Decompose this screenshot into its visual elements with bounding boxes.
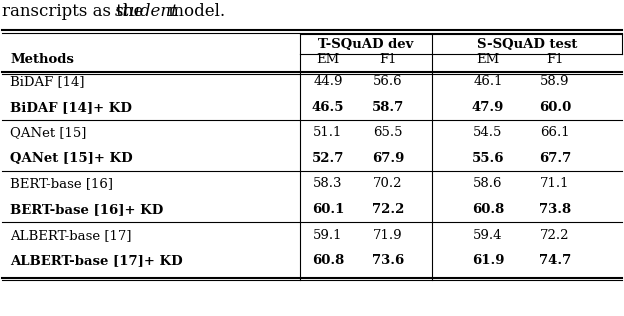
Text: 58.3: 58.3 <box>313 178 343 191</box>
Text: 59.4: 59.4 <box>473 229 503 242</box>
Text: EM: EM <box>476 53 500 66</box>
Text: 60.0: 60.0 <box>539 100 571 114</box>
Text: 72.2: 72.2 <box>540 229 570 242</box>
Text: BiDAF [14]: BiDAF [14] <box>10 75 84 88</box>
Text: 72.2: 72.2 <box>372 203 404 216</box>
Text: 67.7: 67.7 <box>539 152 571 165</box>
Text: ranscripts as the: ranscripts as the <box>2 3 149 21</box>
Text: student: student <box>115 3 178 21</box>
Text: BERT-base [16]+ KD: BERT-base [16]+ KD <box>10 203 163 216</box>
Text: 52.7: 52.7 <box>312 152 344 165</box>
Text: 58.7: 58.7 <box>372 100 404 114</box>
Text: 46.5: 46.5 <box>312 100 344 114</box>
Text: 55.6: 55.6 <box>472 152 504 165</box>
Text: 73.6: 73.6 <box>372 254 404 267</box>
Text: F1: F1 <box>379 53 397 66</box>
Text: 70.2: 70.2 <box>373 178 402 191</box>
Text: F1: F1 <box>546 53 563 66</box>
Text: 54.5: 54.5 <box>474 126 503 139</box>
Text: 60.8: 60.8 <box>472 203 504 216</box>
Text: 51.1: 51.1 <box>313 126 343 139</box>
Text: model.: model. <box>163 3 225 21</box>
Text: ALBERT-base [17]+ KD: ALBERT-base [17]+ KD <box>10 254 183 267</box>
Text: 47.9: 47.9 <box>472 100 504 114</box>
Text: ALBERT-base [17]: ALBERT-base [17] <box>10 229 132 242</box>
Text: EM: EM <box>316 53 339 66</box>
Text: 56.6: 56.6 <box>373 75 403 88</box>
Text: S-SQuAD test: S-SQuAD test <box>477 38 577 51</box>
Text: 73.8: 73.8 <box>539 203 571 216</box>
Text: 71.9: 71.9 <box>373 229 403 242</box>
Text: BiDAF [14]+ KD: BiDAF [14]+ KD <box>10 100 132 114</box>
Text: 46.1: 46.1 <box>473 75 503 88</box>
Text: 44.9: 44.9 <box>313 75 343 88</box>
Text: BERT-base [16]: BERT-base [16] <box>10 178 113 191</box>
Text: 60.8: 60.8 <box>312 254 344 267</box>
Text: 67.9: 67.9 <box>372 152 404 165</box>
Text: 71.1: 71.1 <box>540 178 570 191</box>
Text: QANet [15]+ KD: QANet [15]+ KD <box>10 152 133 165</box>
Text: QANet [15]: QANet [15] <box>10 126 86 139</box>
Text: 58.9: 58.9 <box>540 75 570 88</box>
Text: 61.9: 61.9 <box>472 254 504 267</box>
Text: 58.6: 58.6 <box>473 178 503 191</box>
Text: T-SQuAD dev: T-SQuAD dev <box>318 38 414 51</box>
Text: Methods: Methods <box>10 53 74 66</box>
Text: 65.5: 65.5 <box>373 126 402 139</box>
Text: 74.7: 74.7 <box>539 254 571 267</box>
Text: 60.1: 60.1 <box>312 203 344 216</box>
Text: 59.1: 59.1 <box>313 229 343 242</box>
Text: 66.1: 66.1 <box>540 126 570 139</box>
